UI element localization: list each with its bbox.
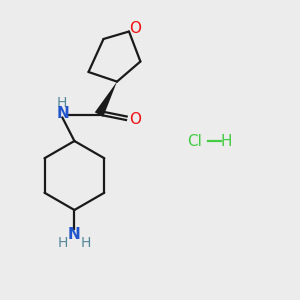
Text: O: O bbox=[129, 112, 141, 127]
Text: H: H bbox=[57, 96, 67, 110]
Text: H: H bbox=[220, 134, 232, 148]
Text: O: O bbox=[130, 21, 142, 36]
Polygon shape bbox=[95, 82, 117, 117]
Text: H: H bbox=[81, 236, 91, 250]
Text: N: N bbox=[57, 106, 69, 122]
Text: N: N bbox=[68, 227, 81, 242]
Text: Cl: Cl bbox=[188, 134, 202, 148]
Text: H: H bbox=[58, 236, 68, 250]
